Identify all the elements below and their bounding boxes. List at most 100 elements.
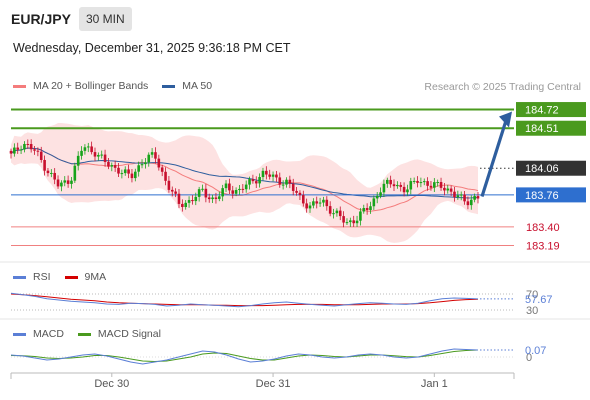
- candle-body: [322, 199, 325, 203]
- instrument-symbol: EUR/JPY: [11, 11, 71, 27]
- candle-body: [160, 167, 164, 172]
- level-label-1: 184.51: [525, 123, 559, 135]
- candle-body: [416, 180, 419, 183]
- candle-body: [362, 208, 366, 212]
- legend-item-ma50: MA 50: [162, 80, 212, 92]
- candle-body: [228, 183, 231, 191]
- candle-body: [107, 161, 110, 167]
- candle-body: [33, 149, 36, 151]
- candle-body: [13, 147, 16, 154]
- candle-body: [385, 179, 389, 184]
- candle-body: [36, 150, 40, 152]
- level-tag-2: [516, 160, 586, 176]
- candle-body: [29, 144, 33, 150]
- candle-body: [443, 187, 446, 191]
- bollinger-band: [11, 122, 478, 243]
- candle-body: [46, 170, 50, 174]
- rsi-line: [10, 292, 479, 308]
- candle-body: [66, 180, 70, 184]
- x-tick-label-1: Dec 31: [256, 378, 291, 390]
- candle-body: [174, 191, 177, 194]
- candle-body: [9, 150, 13, 154]
- candle-body: [83, 147, 87, 151]
- candle-body: [312, 201, 315, 206]
- candle-body: [369, 206, 372, 211]
- chart-datetime: Wednesday, December 31, 2025 9:36:18 PM …: [13, 41, 291, 55]
- candle-body: [50, 172, 53, 174]
- candle-body: [191, 200, 194, 202]
- candle-body: [295, 190, 298, 193]
- candle-body: [372, 198, 376, 207]
- candle-body: [466, 201, 470, 206]
- candle-body: [318, 202, 322, 204]
- candle-body: [429, 185, 433, 188]
- candle-body: [53, 172, 56, 180]
- candle-body: [328, 206, 332, 214]
- candle-body: [70, 180, 73, 184]
- candle-body: [137, 165, 140, 172]
- x-tick-label-2: Jan 1: [421, 378, 448, 390]
- candle-body: [396, 184, 399, 187]
- candle-body: [436, 182, 439, 184]
- candle-body: [298, 192, 302, 196]
- candle-body: [352, 220, 355, 224]
- candle-body: [412, 180, 416, 182]
- legend-item-macd-signal: MACD Signal: [77, 328, 161, 340]
- candle-body: [130, 173, 134, 179]
- candle-body: [231, 190, 235, 194]
- rsi-level-label-0: 70: [526, 289, 538, 301]
- legend-label-ma50: MA 50: [182, 80, 213, 92]
- candle-body: [127, 169, 130, 174]
- candle-body: [63, 180, 67, 183]
- candle-body: [181, 203, 184, 208]
- candle-body: [86, 146, 90, 148]
- candle-body: [147, 154, 151, 163]
- legend-label-macd: MACD: [33, 328, 64, 340]
- candle-body: [117, 167, 120, 174]
- candle-body: [26, 143, 30, 145]
- candle-body: [338, 210, 342, 217]
- candle-body: [238, 188, 241, 191]
- legend-item-rsi-9ma: 9MA: [64, 271, 106, 283]
- legend-swatch-ma50: [162, 84, 176, 88]
- candle-body: [187, 200, 191, 203]
- level-label-5: 183.19: [526, 241, 560, 253]
- candle-body: [150, 152, 154, 155]
- candle-body: [281, 184, 285, 186]
- research-credit: Research © 2025 Trading Central: [424, 81, 581, 93]
- projection-arrowhead: [499, 111, 512, 128]
- level-label-2: 184.06: [525, 163, 559, 175]
- candle-body: [389, 179, 392, 185]
- candle-body: [164, 171, 167, 181]
- candle-body: [110, 165, 114, 167]
- legend-item-macd: MACD: [13, 328, 64, 340]
- legend-label-rsi: RSI: [33, 271, 51, 283]
- candle-body: [409, 181, 413, 190]
- candle-body: [402, 186, 406, 193]
- candle-body: [446, 188, 450, 191]
- candle-body: [60, 182, 63, 187]
- legend-swatch-macd: [13, 332, 26, 336]
- legend-label-bollinger: MA 20 + Bollinger Bands: [33, 80, 149, 92]
- candle-body: [144, 162, 147, 165]
- legend-label-macd-signal: MACD Signal: [97, 328, 161, 340]
- legend-swatch-macd-signal: [77, 332, 91, 336]
- candle-body: [261, 170, 265, 178]
- candle-body: [476, 196, 480, 199]
- timeframe-badge[interactable]: 30 MIN: [79, 7, 132, 31]
- candle-body: [379, 192, 382, 196]
- rsi-level-label-1: 30: [526, 305, 538, 317]
- candle-body: [241, 188, 245, 190]
- candle-body: [419, 182, 423, 184]
- candle-body: [456, 195, 460, 198]
- candle-body: [426, 181, 429, 186]
- candle-body: [43, 159, 46, 171]
- candle-body: [93, 152, 97, 157]
- candle-body: [439, 182, 443, 188]
- candle-body: [268, 174, 271, 177]
- candle-body: [170, 189, 174, 192]
- legend-item-bollinger: MA 20 + Bollinger Bands: [13, 80, 148, 92]
- candle-body: [335, 210, 339, 214]
- candle-body: [285, 179, 288, 185]
